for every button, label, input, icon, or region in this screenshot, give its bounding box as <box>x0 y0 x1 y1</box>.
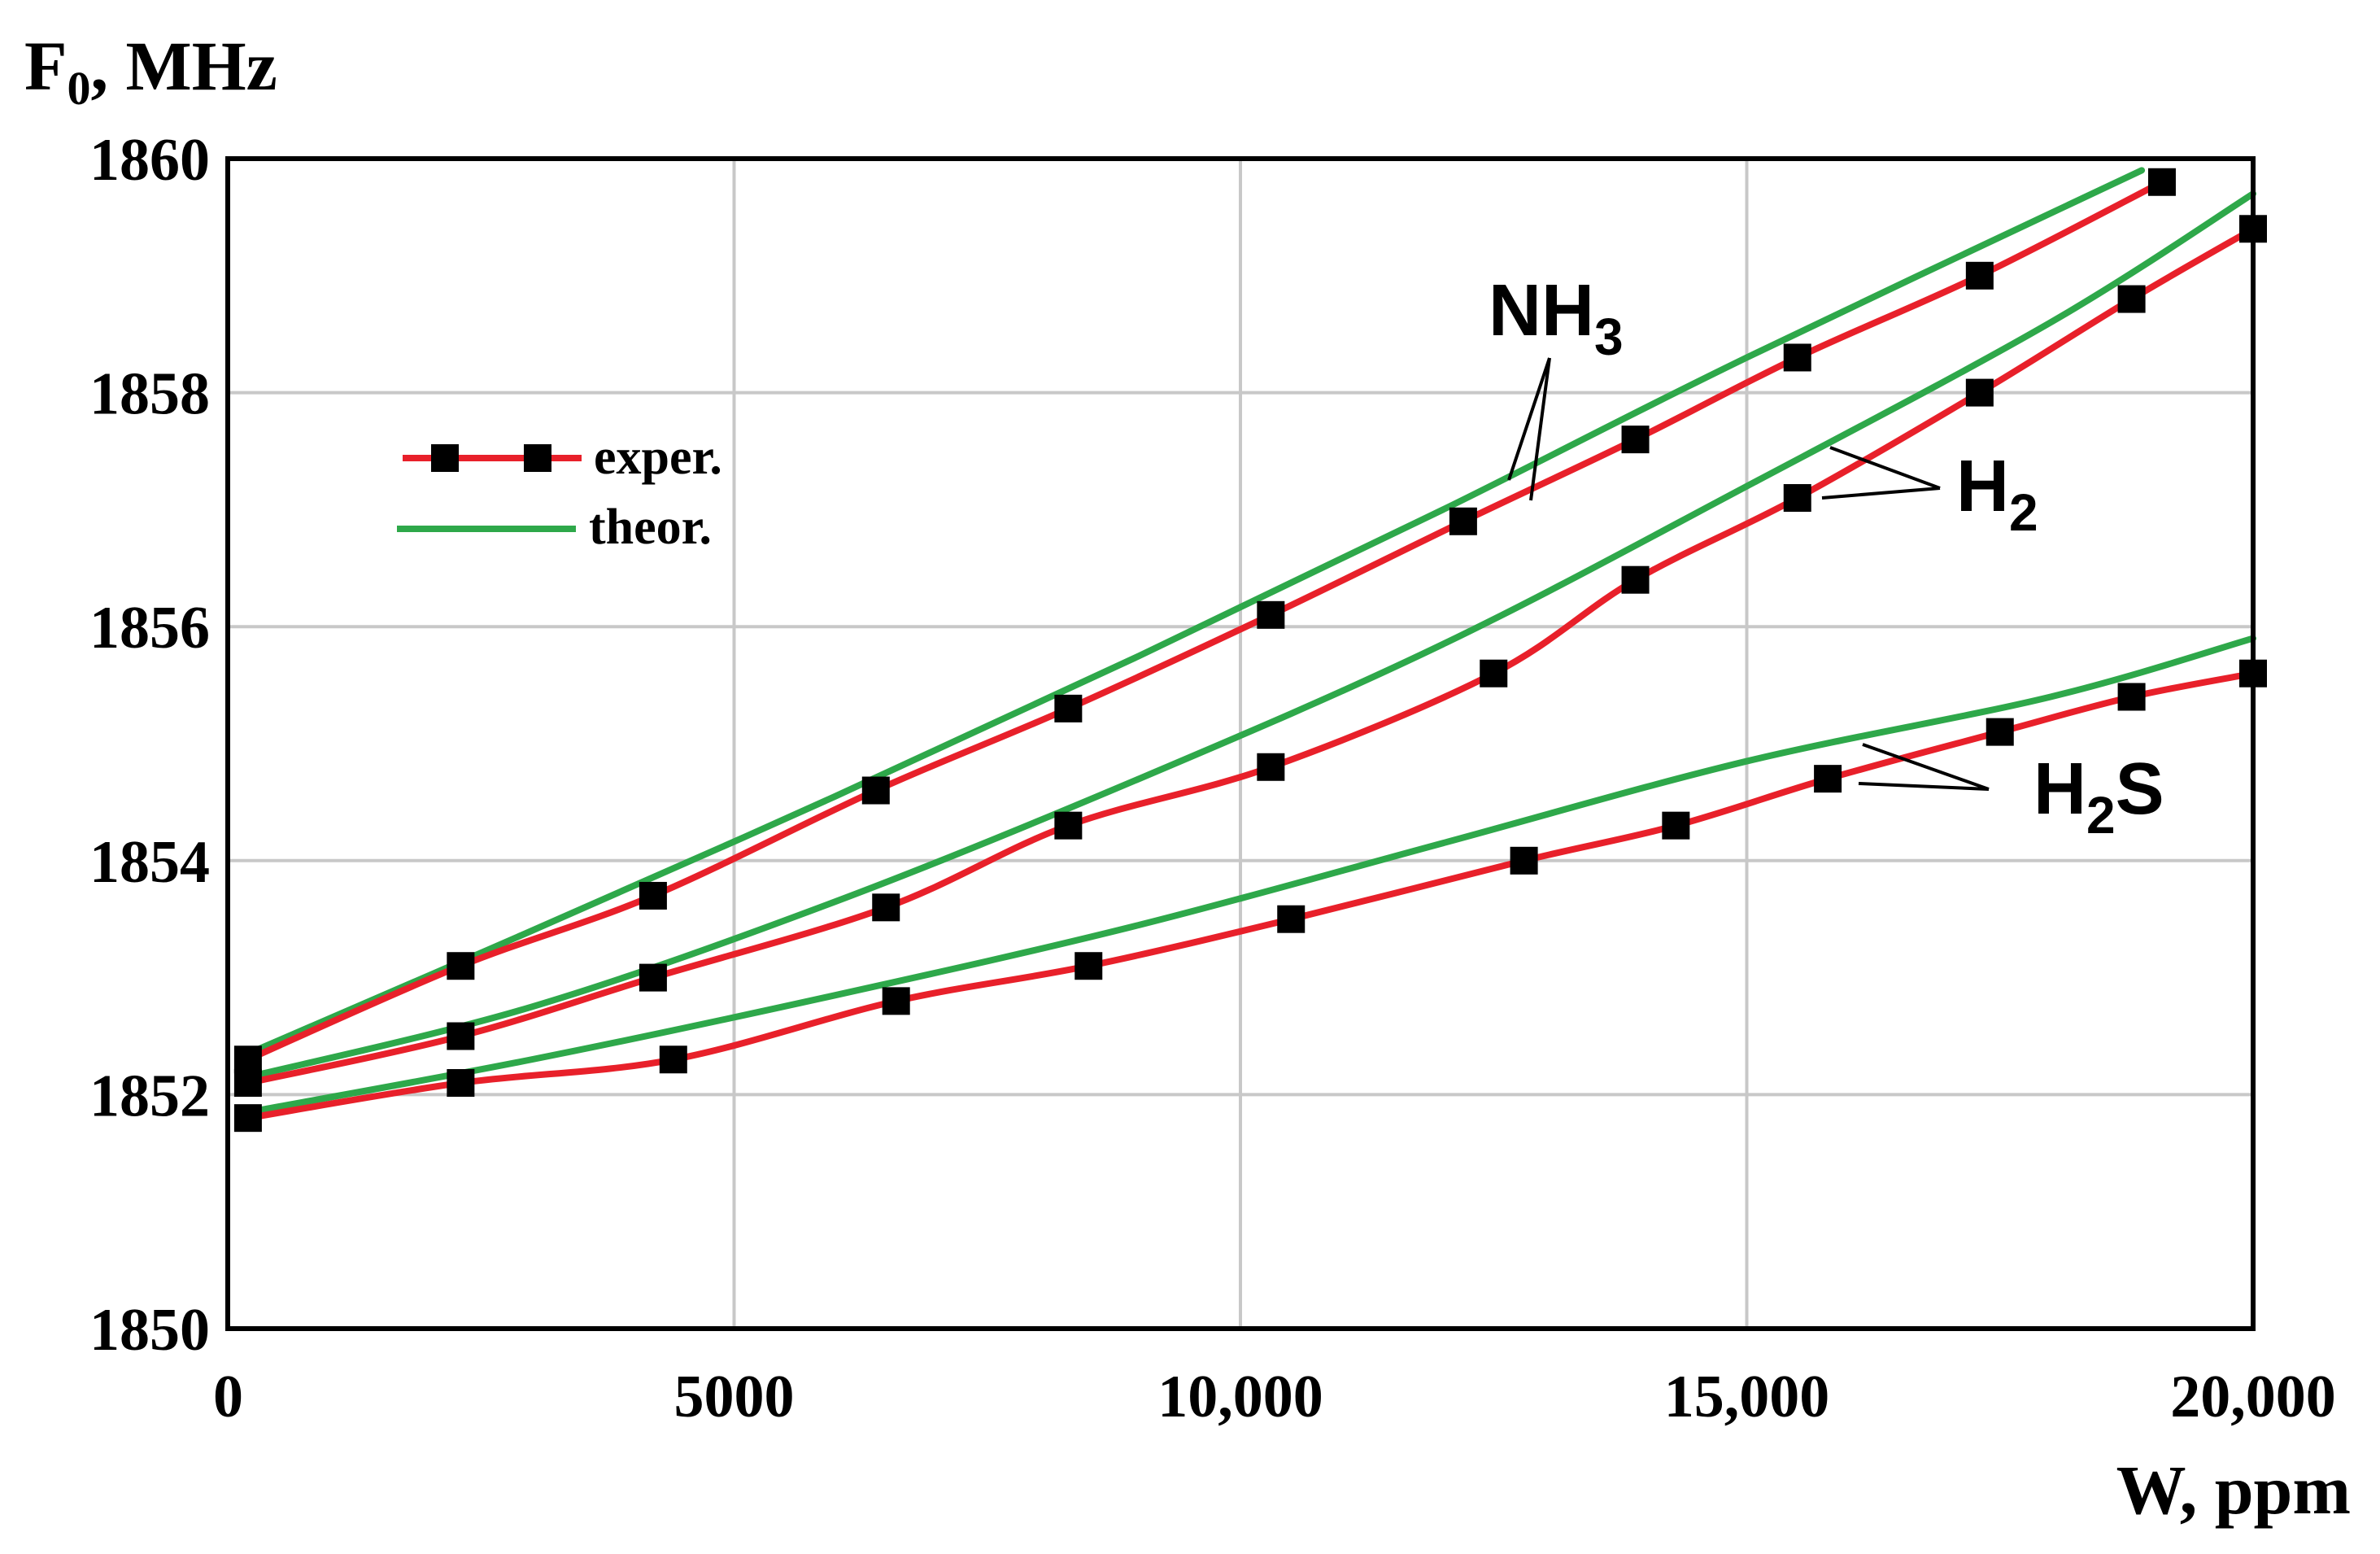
exper-marker-h2 <box>1257 753 1285 781</box>
y-tick-label: 1856 <box>89 595 210 661</box>
exper-marker-h2s <box>2117 683 2146 711</box>
x-tick-label: 20,000 <box>2170 1364 2336 1430</box>
exper-marker-nh3 <box>1054 694 1083 722</box>
exper-marker-h2s <box>447 1069 475 1098</box>
x-tick-label: 15,000 <box>1664 1364 1830 1430</box>
legend-label-exper: exper. <box>594 430 722 485</box>
annotation-h2: H2 <box>1821 446 2038 542</box>
exper-marker-nh3 <box>447 952 475 980</box>
exper-marker-nh3 <box>1257 600 1285 629</box>
exper-marker-h2 <box>233 1069 262 1098</box>
y-axis-label: F0, MHz <box>24 27 277 115</box>
exper-marker-nh3 <box>233 1045 262 1074</box>
exper-marker-h2s <box>233 1104 262 1133</box>
annotation-h2s: H2S <box>1858 743 2164 845</box>
legend: exper. theor. <box>397 430 722 555</box>
legend-marker <box>431 444 459 472</box>
exper-marker-h2 <box>2117 285 2146 313</box>
legend-item-theor: theor. <box>397 500 712 555</box>
tick-labels: 0 5000 10,000 15,000 20,000 1850 1852 1854 1856 1… <box>89 127 2336 1430</box>
exper-marker-h2s <box>1510 846 1538 875</box>
exper-marker-h2s <box>1986 718 2014 746</box>
label-h2s: H2S <box>2033 749 2164 845</box>
exper-marker-nh3 <box>861 776 890 805</box>
y-tick-label: 1854 <box>89 829 210 896</box>
exper-marker-h2 <box>1621 565 1650 594</box>
exper-marker-h2 <box>1054 811 1083 840</box>
exper-marker-nh3 <box>1965 261 1994 290</box>
y-tick-label: 1860 <box>89 127 210 194</box>
exper-marker-h2s <box>882 987 910 1015</box>
annotation-nh3: NH3 <box>1489 270 1624 501</box>
leader-nh3-theor <box>1507 357 1551 481</box>
leader-nh3-exper <box>1529 357 1551 501</box>
exper-line-nh3 <box>244 178 2165 1063</box>
exper-marker-h2 <box>447 1022 475 1050</box>
theor-line-h2 <box>244 190 2256 1080</box>
exper-marker-nh3 <box>1621 426 1650 454</box>
x-axis-label: W, ppm <box>2116 1451 2351 1529</box>
y-tick-label: 1852 <box>89 1063 210 1129</box>
exper-marker-h2 <box>1965 378 1994 407</box>
legend-marker <box>524 444 551 472</box>
legend-label-theor: theor. <box>589 500 712 555</box>
plot-frame <box>225 156 2256 1331</box>
experimental-series <box>233 168 2267 1133</box>
x-tick-label: 10,000 <box>1157 1364 1323 1430</box>
exper-marker-h2s <box>1814 765 1842 793</box>
theor-line-h2s <box>244 635 2256 1115</box>
x-tick-label: 0 <box>213 1364 243 1430</box>
exper-marker-nh3 <box>1783 343 1811 372</box>
x-tick-label: 5000 <box>674 1364 795 1430</box>
exper-marker-h2 <box>872 893 900 922</box>
y-tick-label: 1858 <box>89 361 210 428</box>
label-h2: H2 <box>1956 446 2038 542</box>
leader-h2-theor <box>1829 446 1941 490</box>
exper-marker-nh3 <box>2147 168 2176 196</box>
theor-line-nh3 <box>244 167 2146 1058</box>
leader-h2s-theor <box>1862 743 1990 791</box>
y-tick-label: 1850 <box>89 1297 210 1364</box>
exper-marker-h2 <box>639 963 667 992</box>
exper-marker-h2s <box>659 1045 687 1074</box>
exper-marker-h2 <box>1480 659 1508 688</box>
exper-marker-nh3 <box>1449 507 1477 535</box>
leader-h2-exper <box>1821 487 1941 500</box>
label-nh3: NH3 <box>1489 270 1624 366</box>
exper-line-h2 <box>244 225 2256 1087</box>
exper-marker-h2s <box>1277 905 1306 933</box>
legend-item-exper: exper. <box>403 430 722 485</box>
exper-marker-nh3 <box>639 881 667 910</box>
exper-marker-h2s <box>1074 952 1103 980</box>
exper-marker-h2s <box>1662 811 1690 840</box>
exper-marker-h2 <box>1783 484 1811 513</box>
theoretical-series <box>244 167 2256 1115</box>
leader-h2s-exper <box>1858 782 1990 791</box>
